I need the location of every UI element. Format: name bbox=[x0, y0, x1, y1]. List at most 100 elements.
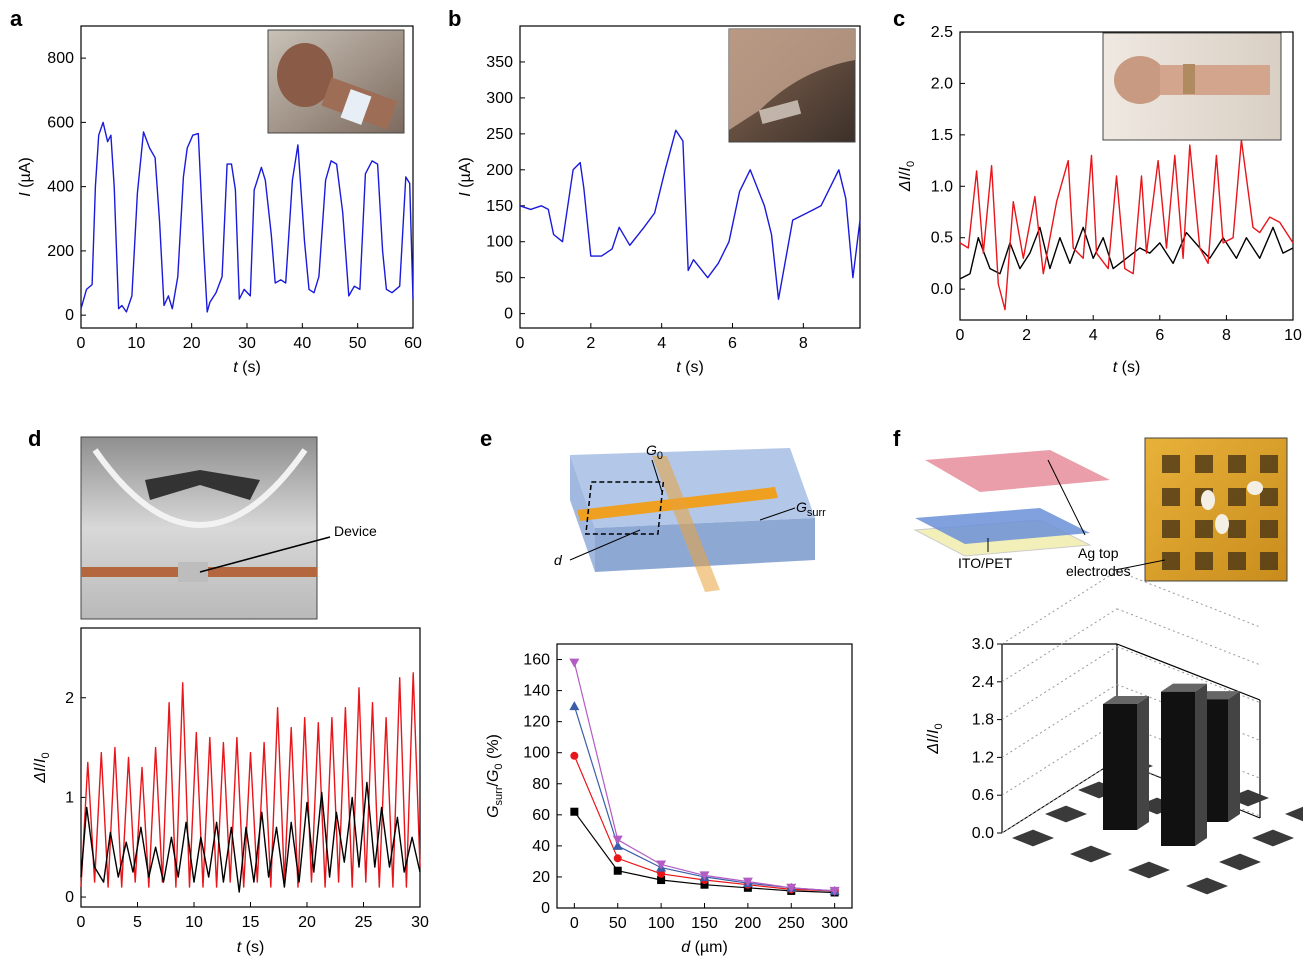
bar-side bbox=[1137, 696, 1149, 830]
y-tick-label: 40 bbox=[532, 838, 550, 855]
photo-mask-device bbox=[80, 436, 331, 620]
floor-cell bbox=[1012, 829, 1054, 847]
bar-side bbox=[1228, 691, 1240, 822]
x-tick-label: 5 bbox=[133, 914, 142, 931]
floor-cell bbox=[1186, 877, 1228, 895]
x-axis-label: t (s) bbox=[237, 939, 265, 956]
x-tick-label: 60 bbox=[404, 335, 422, 352]
x-tick-label: 50 bbox=[349, 335, 367, 352]
y-tick-label: 2 bbox=[65, 690, 74, 707]
chart-c: 0 2 4 6 8 100.00.51.01.52.02.5t (s)ΔI/I0 bbox=[897, 24, 1302, 376]
z-tick-label: 3.0 bbox=[972, 636, 994, 653]
x-tick-label: 10 bbox=[127, 335, 145, 352]
ag-electrodes-label-line2: electrodes bbox=[1066, 563, 1131, 579]
y-label-g0: G bbox=[485, 770, 502, 782]
plot-frame bbox=[959, 31, 1294, 321]
y-label-i: I bbox=[32, 758, 49, 763]
series-line-3 bbox=[573, 662, 835, 892]
series-line-2 bbox=[573, 705, 835, 892]
x-axis-label-symbol: t bbox=[237, 939, 242, 956]
x-axis-label: t (s) bbox=[233, 359, 261, 376]
y-label-symbol: I bbox=[17, 192, 34, 197]
plot-frame bbox=[556, 643, 853, 909]
x-axis-label-unit: (s) bbox=[681, 359, 704, 376]
x-axis-label-unit: (s) bbox=[238, 359, 261, 376]
y-tick-label: 0 bbox=[541, 900, 550, 917]
marker-square bbox=[570, 807, 579, 816]
y-tick-label: 20 bbox=[532, 869, 550, 886]
y-tick-label: 140 bbox=[523, 683, 550, 700]
gsurr-label: Gsurr bbox=[796, 499, 826, 519]
x-tick-label: 4 bbox=[657, 335, 666, 352]
marker-circle bbox=[657, 869, 666, 878]
x-tick-label: 6 bbox=[728, 335, 737, 352]
y-tick-label: 0 bbox=[504, 306, 513, 323]
z-tick-label: 0.6 bbox=[972, 787, 994, 804]
floor-cell bbox=[1128, 861, 1170, 879]
x-tick-label: 20 bbox=[183, 335, 201, 352]
y-tick-label: 1.0 bbox=[931, 178, 953, 195]
x-tick-label: 0 bbox=[77, 335, 86, 352]
x-axis-label-unit: (s) bbox=[241, 939, 264, 956]
y-tick-label: 800 bbox=[47, 50, 74, 67]
x-tick-label: 6 bbox=[1155, 327, 1164, 344]
panel-label-b: b bbox=[448, 6, 461, 31]
x-tick-label: 8 bbox=[1222, 327, 1231, 344]
x-axis-label: t (s) bbox=[1113, 359, 1141, 376]
y-label-slash: / bbox=[485, 781, 502, 786]
marker-square bbox=[613, 866, 622, 875]
y-tick-label: 120 bbox=[523, 714, 550, 731]
marker-triangle-down bbox=[742, 877, 753, 887]
y-tick-label: 350 bbox=[486, 54, 513, 71]
panel-label-e: e bbox=[480, 426, 492, 451]
bar-top bbox=[1161, 683, 1207, 692]
series-line-1 bbox=[959, 139, 1294, 311]
floor-cell bbox=[1285, 806, 1303, 822]
x-tick-label: 40 bbox=[293, 335, 311, 352]
y-axis-label: I (µA) bbox=[457, 157, 474, 196]
marker-triangle-down bbox=[699, 871, 710, 881]
y-label-sub: surr bbox=[493, 786, 505, 805]
x-tick-label: 0 bbox=[956, 327, 965, 344]
ag-electrodes-label-line1: Ag top bbox=[1078, 545, 1119, 561]
x-tick-label: 200 bbox=[735, 915, 762, 932]
x-tick-label: 0 bbox=[570, 915, 579, 932]
grid-line bbox=[1001, 570, 1118, 645]
x-tick-label: 30 bbox=[411, 914, 429, 931]
y-axis-label: I (µA) bbox=[17, 157, 34, 196]
grid-line bbox=[1001, 646, 1118, 721]
bar-side bbox=[1195, 683, 1207, 846]
marker-triangle-down bbox=[786, 883, 797, 893]
y-label-slash: / bbox=[32, 762, 49, 767]
grid-line bbox=[1116, 608, 1261, 666]
y-axis-label: Gsurr/G0 (%) bbox=[485, 734, 505, 818]
bar-top bbox=[1103, 696, 1149, 704]
plot-frame bbox=[519, 25, 861, 329]
y-tick-label: 0.5 bbox=[931, 230, 953, 247]
y-tick-label: 600 bbox=[47, 114, 74, 131]
x-tick-label: 2 bbox=[586, 335, 595, 352]
chart-e: 0 50 100 150 200 250 300 0 20 40 60 80 100 120 140 160 d… bbox=[485, 643, 853, 956]
marker-triangle-up bbox=[612, 840, 623, 850]
marker-circle bbox=[613, 854, 622, 863]
y-tick-label: 100 bbox=[523, 745, 550, 762]
floor-cell bbox=[1219, 853, 1261, 871]
y-tick-label: 60 bbox=[532, 807, 550, 824]
x-axis-label: t (s) bbox=[676, 359, 704, 376]
marker-square bbox=[657, 876, 666, 885]
y-tick-label: 50 bbox=[495, 270, 513, 287]
marker-square bbox=[700, 880, 709, 889]
y-label-delta: ΔI bbox=[897, 175, 914, 192]
x-tick-label: 300 bbox=[821, 915, 848, 932]
x-axis-label-symbol: t bbox=[233, 359, 238, 376]
y-tick-label: 200 bbox=[486, 162, 513, 179]
panel-label-f: f bbox=[893, 426, 901, 451]
panel-label-c: c bbox=[893, 6, 905, 31]
y-tick-label: 150 bbox=[486, 198, 513, 215]
ito-pet-label: ITO/PET bbox=[958, 555, 1013, 571]
y-label-unit: (µA) bbox=[457, 157, 474, 192]
floor-cell bbox=[1045, 805, 1087, 823]
device-annotation: Device bbox=[334, 523, 377, 539]
series-line-0 bbox=[80, 121, 414, 313]
